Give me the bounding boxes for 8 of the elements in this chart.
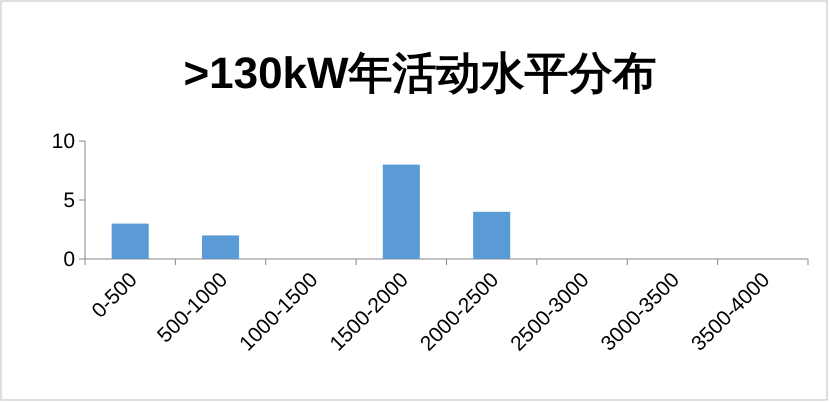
y-tick-label: 10 [52,130,75,153]
chart-title: >130kW年活动水平分布 [183,49,657,98]
bar [202,235,240,259]
bar [473,212,510,259]
bar [382,164,420,259]
y-tick-label: 0 [63,248,75,271]
y-tick-label: 5 [63,189,75,212]
bar [112,224,149,259]
